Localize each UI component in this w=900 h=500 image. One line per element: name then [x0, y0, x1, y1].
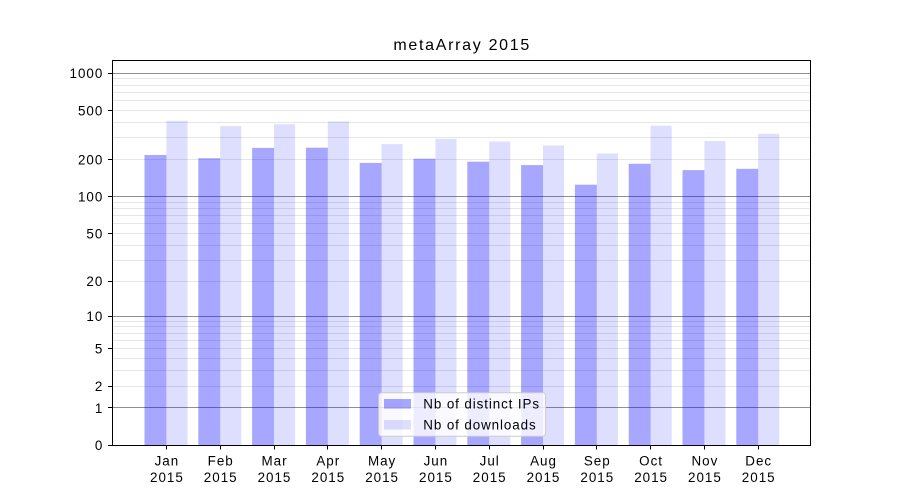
svg-text:Feb: Feb [208, 454, 234, 469]
svg-text:0: 0 [95, 438, 103, 453]
svg-text:May: May [368, 454, 396, 469]
svg-text:500: 500 [78, 103, 103, 118]
svg-text:Oct: Oct [639, 454, 663, 469]
svg-text:2015: 2015 [580, 470, 614, 485]
svg-text:2015: 2015 [204, 470, 238, 485]
svg-text:2015: 2015 [688, 470, 722, 485]
svg-text:Sep: Sep [584, 454, 611, 469]
svg-text:2015: 2015 [473, 470, 507, 485]
svg-text:1: 1 [95, 401, 103, 416]
svg-text:2015: 2015 [258, 470, 292, 485]
svg-text:Apr: Apr [316, 454, 340, 469]
svg-text:1000: 1000 [70, 66, 104, 81]
svg-text:20: 20 [86, 274, 103, 289]
svg-text:2015: 2015 [419, 470, 453, 485]
svg-text:2015: 2015 [311, 470, 345, 485]
svg-text:Nov: Nov [691, 454, 718, 469]
svg-text:metaArray 2015: metaArray 2015 [393, 37, 531, 54]
svg-text:Jun: Jun [424, 454, 449, 469]
svg-text:Jul: Jul [480, 454, 500, 469]
svg-text:200: 200 [78, 153, 103, 168]
svg-text:10: 10 [86, 309, 103, 324]
svg-text:2015: 2015 [742, 470, 776, 485]
svg-text:Jan: Jan [155, 454, 180, 469]
svg-text:2015: 2015 [365, 470, 399, 485]
svg-text:50: 50 [86, 226, 103, 241]
svg-text:Nb of distinct IPs: Nb of distinct IPs [423, 396, 540, 411]
svg-text:2015: 2015 [527, 470, 561, 485]
svg-text:Mar: Mar [261, 454, 287, 469]
svg-text:5: 5 [95, 342, 103, 357]
svg-text:100: 100 [78, 190, 103, 205]
svg-text:2: 2 [95, 379, 103, 394]
svg-text:Nb of downloads: Nb of downloads [423, 417, 536, 432]
svg-text:Dec: Dec [745, 454, 772, 469]
svg-text:2015: 2015 [634, 470, 668, 485]
svg-text:Aug: Aug [530, 454, 557, 469]
svg-text:2015: 2015 [150, 470, 184, 485]
